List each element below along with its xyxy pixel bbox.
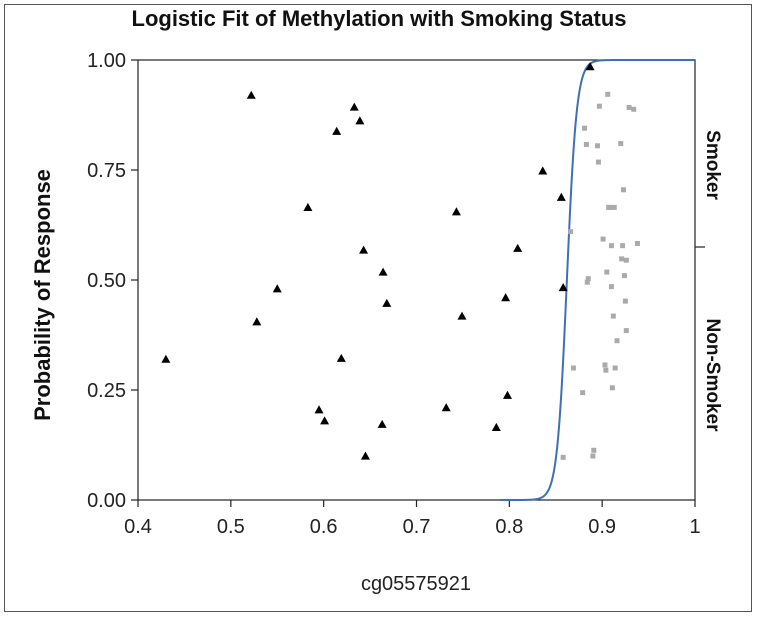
x-tick-label: 0.9 [588, 516, 616, 538]
logistic-fit-curve [500, 59, 695, 501]
non-smoker-point [595, 143, 601, 149]
non-smoker-point [605, 91, 611, 97]
smoker-point [332, 126, 342, 135]
axes-layer: 0.4 0.5 0.6 0.7 0.8 0.9 1 0.00 0.25 0.50 0.75 1.00 [87, 50, 705, 538]
smoker-point [161, 354, 171, 363]
non-smoker-point [626, 105, 632, 111]
smoker-point [501, 293, 511, 302]
smoker-point [272, 284, 282, 293]
non-smoker-point [619, 256, 625, 262]
right-label-smoker: Smoker [702, 130, 723, 200]
non-smoker-point [591, 447, 597, 453]
chart-title: Logistic Fit of Methylation with Smoking… [131, 6, 627, 31]
non-smoker-point [631, 106, 637, 112]
smoker-point [246, 90, 256, 99]
non-smoker-point [595, 159, 601, 165]
plot-border [137, 59, 696, 501]
non-smoker-point [604, 269, 610, 275]
smoker-point [558, 282, 568, 292]
non-smoker-point [610, 313, 616, 319]
non-smoker-point [609, 385, 615, 391]
y-tick-label: 0.00 [87, 490, 126, 512]
smoker-point [491, 422, 501, 431]
x-tick-label: 0.5 [217, 516, 245, 538]
smoker-point [382, 298, 392, 307]
non-smoker-point [600, 236, 606, 242]
smoker-point [585, 62, 595, 71]
smoker-point [336, 353, 346, 362]
x-tick-label: 0.8 [495, 516, 523, 538]
smoker-point [360, 451, 370, 460]
non-smoker-point [634, 240, 640, 246]
non-smoker-point [622, 298, 628, 304]
y-axis-label: Probability of Response [30, 169, 55, 421]
x-tick-label: 0.7 [403, 516, 431, 538]
non-smoker-point [618, 141, 624, 147]
smoker-point [538, 166, 548, 175]
non-smoker-point [570, 365, 576, 371]
smoker-point [441, 403, 451, 412]
non-smoker-point [583, 141, 589, 147]
non-smoker-point [596, 103, 602, 109]
non-smoker-point [602, 362, 608, 368]
non-smoker-point [580, 390, 586, 396]
non-smoker-point [590, 453, 596, 459]
non-smoker-point [612, 365, 618, 371]
y-tick-label: 0.50 [87, 270, 126, 292]
non-smoker-point [585, 276, 591, 282]
y-tick-label: 1.00 [87, 50, 126, 72]
smoker-point [303, 202, 313, 211]
right-label-non-smoker: Non-Smoker [702, 319, 723, 433]
x-tick-label: 0.6 [310, 516, 338, 538]
smoker-point [556, 192, 566, 201]
non-smoker-point [608, 243, 614, 249]
non-smoker-point [582, 125, 588, 131]
smoker-point [513, 243, 523, 252]
non-smoker-point [603, 367, 609, 373]
smoker-point [502, 390, 512, 399]
smoker-point [451, 207, 461, 216]
non-smoker-point [614, 338, 620, 344]
non-smoker-point [623, 328, 629, 334]
smoker-point [320, 416, 330, 425]
smoker-point [349, 102, 359, 111]
smoker-point [252, 317, 262, 326]
smoker-point [378, 267, 388, 276]
smoker-point [377, 419, 387, 428]
y-tick-label: 0.75 [87, 160, 126, 182]
non-smoker-point [584, 279, 590, 285]
non-smoker-point [620, 243, 626, 249]
smoker-point [355, 116, 365, 125]
non-smoker-point [621, 273, 627, 279]
non-smoker-point [568, 229, 574, 235]
non-smoker-point [621, 187, 627, 193]
x-axis-label: cg05575921 [361, 573, 471, 595]
smoker-point [314, 405, 324, 414]
smoker-point [457, 311, 467, 320]
non-smoker-point [611, 204, 617, 210]
non-smoker-point [623, 257, 629, 263]
non-smoker-point [608, 204, 614, 210]
non-smoker-point [608, 284, 614, 290]
y-tick-label: 0.25 [87, 380, 126, 402]
x-tick-label: 1 [689, 516, 700, 538]
marks-layer [161, 59, 695, 501]
x-tick-label: 0.4 [124, 516, 152, 538]
smoker-point [359, 245, 369, 254]
non-smoker-point [560, 454, 566, 460]
